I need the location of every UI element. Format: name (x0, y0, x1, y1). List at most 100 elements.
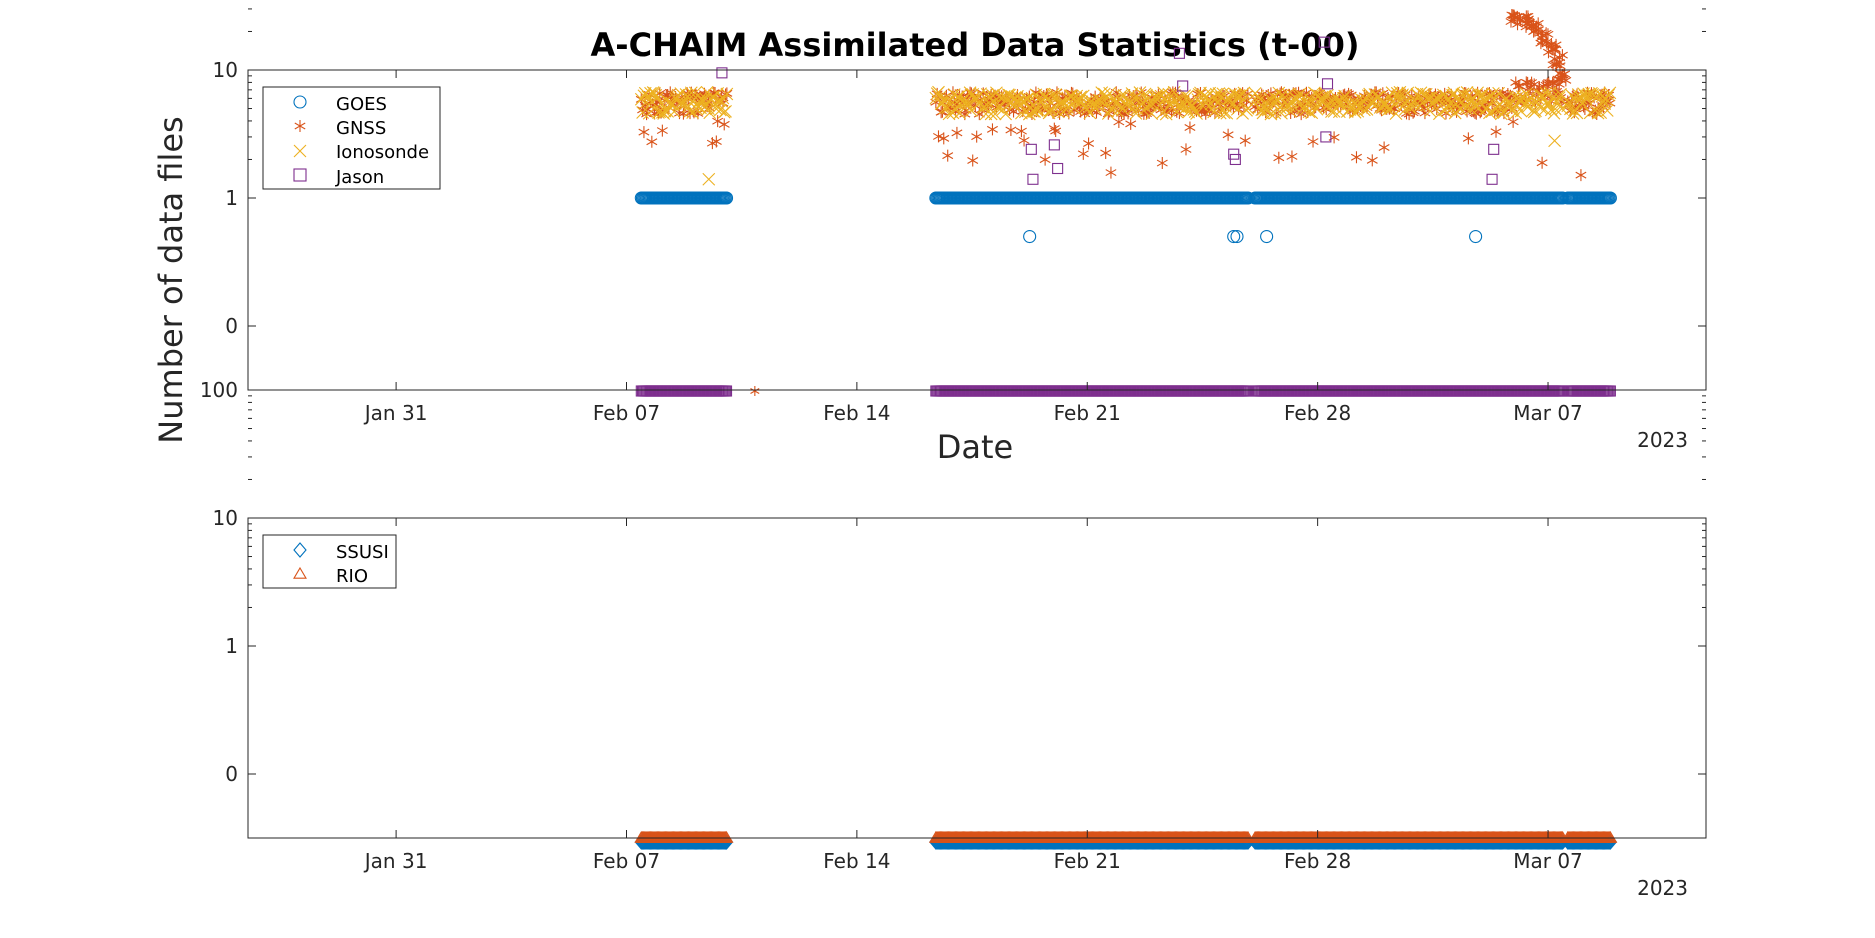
gnss-point (1378, 141, 1390, 154)
jason-point (1177, 80, 1189, 92)
y-tick-label: 1 (225, 634, 238, 658)
gnss-point (750, 386, 760, 396)
x-tick-label: Jan 31 (363, 849, 428, 873)
jason-point (1486, 173, 1498, 185)
gnss-point (1048, 122, 1060, 135)
ionosonde-point (1020, 92, 1034, 106)
ionosonde-point (1237, 86, 1251, 100)
legend-marker-ssusi (293, 542, 307, 558)
gnss-point (1512, 80, 1524, 93)
ionosonde-point (719, 105, 732, 118)
gnss-point (1273, 151, 1285, 164)
gnss-point (1546, 43, 1558, 56)
ionosonde-point (1488, 92, 1502, 106)
ionosonde-point (1363, 87, 1377, 101)
ionosonde-point (1547, 106, 1561, 120)
top-plot-frame (247, 69, 1707, 391)
ionosonde-point (1578, 89, 1592, 102)
ionosonde-point (1548, 134, 1561, 148)
ionosonde-point (1264, 107, 1278, 121)
ionosonde-point (1405, 98, 1419, 111)
ionosonde-point (1460, 86, 1474, 99)
ionosonde-point (1097, 87, 1111, 101)
ionosonde-point (1045, 102, 1059, 116)
ionosonde-point (702, 172, 716, 186)
x-tick-label: Feb 07 (593, 401, 660, 425)
gnss-point (1005, 124, 1017, 137)
ionosonde-point (1038, 91, 1052, 105)
ionosonde-legend-glyph (293, 144, 307, 158)
ionosonde-point (1220, 106, 1234, 120)
ionosonde-point (1570, 106, 1584, 120)
ssusi-legend-glyph (293, 542, 307, 558)
ionosonde-point (1302, 105, 1316, 119)
ionosonde-point (665, 98, 678, 111)
x-tick-label: Feb 28 (1284, 401, 1351, 425)
ionosonde-point (709, 102, 723, 116)
ionosonde-point (705, 90, 719, 104)
gnss-point (1222, 128, 1234, 141)
gnss-point (1490, 125, 1502, 138)
legend-label-jason: Jason (335, 167, 384, 188)
gnss-point (1540, 27, 1552, 40)
goes-point (1603, 191, 1617, 205)
ionosonde-point (1364, 95, 1378, 109)
jason-point (1052, 162, 1064, 175)
ionosonde-point (1454, 103, 1467, 116)
ionosonde-point (976, 100, 990, 114)
ionosonde-point (649, 88, 663, 102)
gnss-point (638, 126, 650, 139)
ionosonde-point (1030, 104, 1044, 117)
gnss-point (1100, 146, 1112, 159)
ionosonde-point (1535, 89, 1549, 103)
rio-legend-glyph (293, 566, 307, 579)
gnss-point (1513, 12, 1525, 25)
top-plot: 0 1 10 100 Jan 31 Feb 07 Feb 14 Feb 21 Feb 28 Mar… (152, 8, 1707, 466)
ionosonde-point (1026, 104, 1040, 118)
jason-point (1229, 153, 1241, 166)
ionosonde-point (1178, 89, 1192, 103)
goes-point (1230, 229, 1244, 244)
goes-point (719, 191, 734, 205)
ionosonde-point (1487, 87, 1500, 100)
ionosonde-point (1433, 107, 1446, 121)
legend-marker-goes (293, 95, 307, 109)
ionosonde-point (1137, 104, 1151, 117)
gnss-point (1553, 56, 1565, 69)
x-tick-label: Feb 28 (1284, 849, 1351, 873)
x-tick-label: Mar 07 (1513, 401, 1583, 425)
ionosonde-point (938, 101, 952, 115)
x-tick-label: Feb 07 (593, 849, 660, 873)
ionosonde-point (1575, 97, 1589, 111)
ionosonde-point (1523, 90, 1537, 104)
legend-label-rio: RIO (336, 566, 368, 587)
gnss-point (1156, 157, 1168, 170)
legend-marker-jason (293, 168, 307, 182)
top-y-axis-label: Number of data files (152, 116, 190, 443)
series-goes (634, 191, 1617, 244)
ionosonde-point (1514, 104, 1528, 118)
ionosonde-point (1251, 89, 1265, 103)
ionosonde-point (1281, 87, 1295, 101)
gnss-point (1507, 115, 1519, 128)
ionosonde-point (1381, 103, 1395, 117)
gnss-point (1083, 137, 1095, 150)
ionosonde-point (1296, 102, 1309, 115)
gnss-point (942, 149, 954, 162)
gnss-point (1350, 151, 1362, 164)
ionosonde-point (1115, 89, 1128, 102)
legend-marker-rio (293, 566, 307, 579)
ionosonde-point (1128, 92, 1142, 106)
x-tick-label: Feb 21 (1054, 401, 1121, 425)
gnss-point (1522, 10, 1534, 23)
bottom-year-label: 2023 (1637, 876, 1688, 900)
gnss-point (646, 135, 658, 148)
ionosonde-point (703, 106, 717, 120)
x-tick-label: Feb 14 (823, 849, 890, 873)
ionosonde-point (1171, 99, 1185, 113)
gnss-point (1015, 125, 1027, 138)
gnss-point (710, 135, 722, 148)
ionosonde-point (1028, 105, 1041, 118)
ionosonde-point (1468, 99, 1482, 113)
gnss-point (1549, 42, 1561, 55)
